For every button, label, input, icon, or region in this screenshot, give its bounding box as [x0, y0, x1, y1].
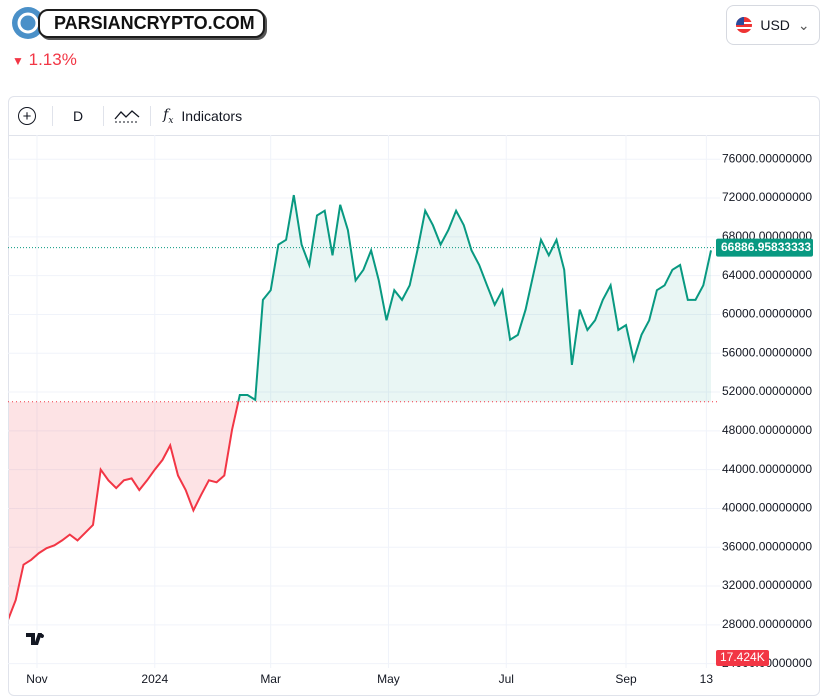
toolbar: + D fx Indicators	[9, 97, 819, 136]
y-tick-label: 48000.00000000	[722, 423, 812, 437]
baseline-area	[9, 195, 711, 618]
price-change: ▼ 1.13%	[12, 50, 77, 70]
volume-box	[716, 650, 769, 666]
y-tick-label: 32000.00000000	[722, 578, 812, 592]
last-price-label: 66886.95833333	[721, 240, 811, 254]
y-tick-label: 60000.00000000	[722, 307, 812, 321]
y-tick-label: 64000.00000000	[722, 268, 812, 282]
price-line	[9, 194, 712, 621]
currency-select[interactable]: USD ⌄	[726, 5, 820, 45]
x-tick-label: Jul	[499, 672, 514, 686]
x-tick-label: 13	[700, 672, 714, 686]
logo-icon	[12, 7, 44, 39]
tv-logo-shape	[26, 633, 44, 645]
volume-label: 17.424K	[720, 650, 765, 664]
y-tick-label: 72000.00000000	[722, 190, 812, 204]
tv-logo	[24, 630, 52, 648]
currency-label: USD	[760, 17, 790, 33]
logo[interactable]: PARSIANCRYPTO.COM	[8, 6, 265, 40]
toolbar-divider	[103, 106, 105, 126]
toolbar-divider	[150, 106, 152, 126]
change-value: 1.13%	[28, 50, 77, 69]
chart-type-button[interactable]	[114, 107, 140, 125]
y-tick-label: 28000.00000000	[722, 617, 812, 631]
x-tick-label: Mar	[260, 672, 281, 686]
toolbar-divider	[52, 106, 53, 126]
x-tick-label: 2024	[141, 672, 168, 686]
x-tick-label: Nov	[26, 672, 47, 686]
fx-icon: fx	[163, 106, 174, 126]
indicators-button[interactable]: Indicators	[181, 108, 243, 124]
y-tick-label: 56000.00000000	[722, 345, 812, 359]
flag-icon	[736, 17, 753, 33]
interval-button[interactable]: D	[73, 108, 84, 124]
y-tick-label: 76000.00000000	[722, 151, 812, 165]
last-price-box	[716, 238, 813, 257]
x-tick-label: May	[377, 672, 400, 686]
add-button[interactable]: +	[18, 107, 36, 125]
down-arrow: ▼	[12, 54, 24, 68]
y-tick-label: 36000.00000000	[722, 539, 812, 553]
chevron: ⌄	[797, 16, 810, 33]
x-tick-label: Sep	[615, 672, 637, 686]
logo-text: PARSIANCRYPTO.COM	[38, 8, 265, 38]
y-tick-label: 40000.00000000	[722, 501, 812, 515]
y-tick-label: 52000.00000000	[722, 384, 812, 398]
y-tick-label: 44000.00000000	[722, 462, 812, 476]
